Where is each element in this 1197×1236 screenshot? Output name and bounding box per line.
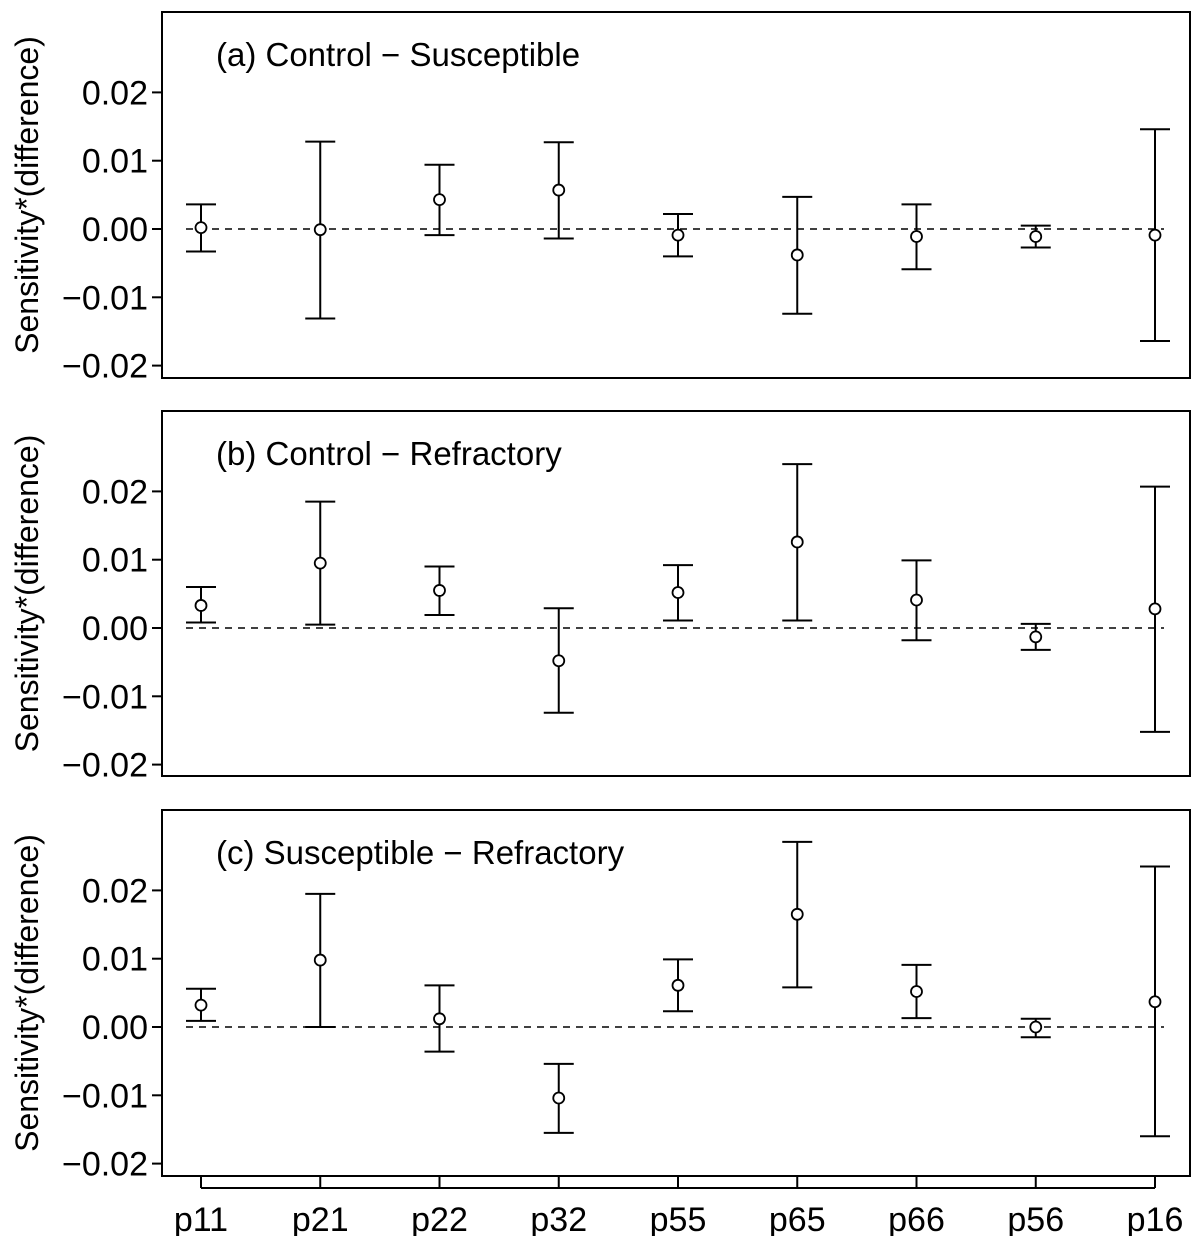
y-tick-label: 0.01 [82, 542, 148, 580]
x-tick-label: p32 [530, 1201, 587, 1236]
y-axis-label: Sensitivity*(difference) [9, 834, 45, 1152]
y-tick-label: 0.00 [82, 1009, 148, 1047]
estimate-point [313, 556, 327, 570]
plot-frame [161, 410, 1191, 777]
estimate-point [671, 228, 685, 242]
estimate-point [1029, 230, 1043, 243]
x-tick-label: p16 [1127, 1201, 1184, 1236]
estimate-point [433, 193, 446, 207]
estimate-point [1148, 995, 1162, 1009]
y-axis-label: Sensitivity*(difference) [9, 36, 45, 354]
y-tick-label: 0.02 [82, 473, 148, 511]
estimate-point [1148, 228, 1162, 242]
y-tick-label: −0.02 [62, 747, 148, 785]
y-tick-label: 0.01 [82, 941, 148, 979]
x-tick-label: p55 [650, 1201, 707, 1236]
y-tick-label: 0.02 [82, 74, 148, 112]
y-tick-label: 0.00 [82, 610, 148, 648]
estimate-point [1029, 630, 1043, 644]
y-tick-label: −0.02 [62, 1146, 148, 1184]
estimate-point [552, 1091, 566, 1105]
y-tick-label: 0.02 [82, 872, 148, 910]
x-tick-label: p66 [888, 1201, 945, 1236]
y-tick-label: −0.01 [62, 279, 148, 317]
y-tick-label: −0.02 [62, 348, 148, 386]
x-tick-label: p11 [174, 1201, 228, 1236]
estimate-point [194, 998, 208, 1012]
estimate-point [910, 230, 923, 243]
estimate-point [671, 978, 685, 992]
y-axis-label: Sensitivity*(difference) [9, 435, 45, 753]
estimate-point [671, 586, 685, 599]
estimate-point [552, 654, 566, 668]
estimate-point [552, 183, 566, 197]
y-tick-label: 0.01 [82, 143, 148, 181]
x-tick-label: p56 [1007, 1201, 1064, 1236]
x-tick-label: p22 [411, 1201, 468, 1236]
x-tick-label: p21 [292, 1201, 349, 1236]
estimate-point [433, 584, 446, 597]
panel-title: (a) Control − Susceptible [216, 36, 580, 73]
estimate-point [910, 593, 923, 607]
y-tick-label: 0.00 [82, 211, 148, 249]
panel-title: (c) Susceptible − Refractory [216, 834, 625, 871]
estimate-point [313, 223, 327, 237]
y-tick-label: −0.01 [62, 1077, 148, 1115]
y-tick-label: −0.01 [62, 678, 148, 716]
estimate-point [1029, 1020, 1043, 1034]
panel-title: (b) Control − Refractory [216, 435, 562, 472]
plot-frame [161, 809, 1191, 1177]
estimate-point [790, 535, 804, 549]
estimate-point [910, 985, 923, 998]
estimate-point [1148, 602, 1162, 616]
estimate-point [790, 907, 804, 921]
x-tick-label: p65 [769, 1201, 826, 1236]
estimate-point [194, 599, 208, 612]
estimate-point [194, 221, 208, 235]
estimate-point [790, 248, 804, 262]
estimate-point [313, 953, 327, 967]
estimate-point [433, 1012, 446, 1026]
plot-frame [161, 11, 1191, 379]
